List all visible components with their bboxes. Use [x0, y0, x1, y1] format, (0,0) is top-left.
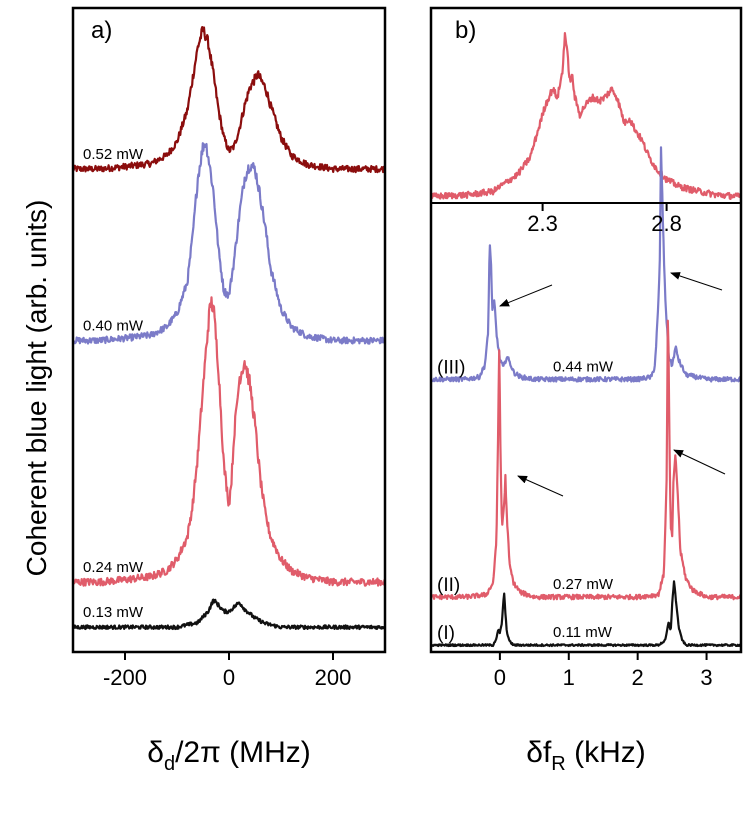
power-label: 0.44 mW	[553, 358, 614, 375]
power-label: 0.11 mW	[553, 624, 613, 641]
panel-a-series-group	[71, 26, 387, 631]
x-tick-label: 2.8	[651, 211, 682, 236]
series-line-2	[72, 296, 387, 587]
x-tick-label: 200	[315, 665, 352, 690]
roman-label: (II)	[437, 575, 460, 596]
series-line-inset-0	[430, 32, 742, 200]
panel-b-inset-ticks: 2.3 2.8	[527, 203, 682, 236]
annotation-arrow	[517, 475, 564, 497]
series-line-3	[71, 598, 386, 631]
panel-b-series-group	[429, 146, 743, 648]
power-label: 0.52 mW	[83, 146, 144, 163]
annotation-arrow	[673, 449, 726, 475]
x-tick-label: 0	[494, 665, 506, 690]
annotation-arrow	[499, 284, 553, 307]
series-line-1	[429, 319, 742, 601]
panel-b-power-labels: (III) 0.44 mW (II) 0.27 mW (I) 0.11 mW	[437, 357, 614, 644]
roman-label: (I)	[437, 623, 455, 644]
power-label: 0.24 mW	[83, 559, 144, 576]
x-tick-label: 1	[563, 665, 575, 690]
series-line-0	[429, 146, 743, 383]
panel-b-label: b)	[455, 17, 476, 44]
x-tick-label: 2	[632, 665, 644, 690]
panel-b-x-axis-title: δfR (kHz)	[526, 736, 645, 775]
panel-a: -200 0 200 a) 0.52 mW 0.40 mW 0.24 mW 0.13 mW…	[71, 6, 387, 775]
power-label: 0.27 mW	[553, 576, 614, 593]
roman-label: (III)	[437, 357, 466, 378]
panel-b-ticks: 0 1 2 3	[494, 652, 713, 690]
panel-a-ticks: -200 0 200	[103, 652, 351, 690]
panel-a-x-axis-title: δd/2π (MHz)	[147, 736, 311, 775]
x-tick-label: 2.3	[527, 211, 558, 236]
series-line-0	[71, 26, 387, 174]
panel-a-power-labels: 0.52 mW 0.40 mW 0.24 mW 0.13 mW	[83, 146, 144, 621]
series-line-2	[430, 580, 742, 648]
x-tick-label: 3	[700, 665, 712, 690]
series-line-1	[71, 142, 387, 345]
panel-b-arrows	[499, 272, 726, 497]
y-axis-title: Coherent blue light (arb. units)	[21, 200, 52, 577]
x-tick-label: -200	[103, 665, 147, 690]
x-tick-label: 0	[223, 665, 235, 690]
power-label: 0.40 mW	[83, 318, 144, 335]
panel-a-label: a)	[91, 17, 112, 44]
annotation-arrow	[670, 272, 723, 291]
panel-b-frame	[429, 6, 743, 654]
power-label: 0.13 mW	[83, 604, 144, 621]
panel-b-inset-series-group	[430, 32, 742, 200]
